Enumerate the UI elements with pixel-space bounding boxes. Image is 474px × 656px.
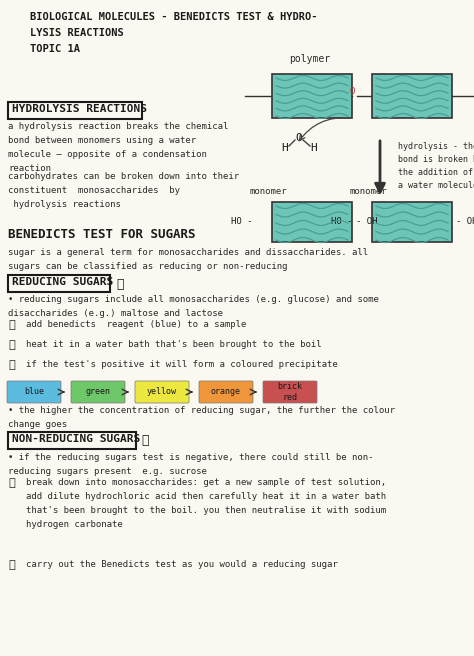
- Text: LYSIS REACTIONS: LYSIS REACTIONS: [30, 28, 124, 38]
- Text: hydrogen carbonate: hydrogen carbonate: [26, 520, 123, 529]
- Text: REDUCING SUGARS: REDUCING SUGARS: [12, 277, 113, 287]
- FancyBboxPatch shape: [71, 381, 125, 403]
- Text: HO -: HO -: [331, 218, 353, 226]
- FancyBboxPatch shape: [372, 202, 452, 242]
- Text: • the higher the concentration of reducing sugar, the further the colour: • the higher the concentration of reduci…: [8, 406, 395, 415]
- Text: • if the reducing sugars test is negative, there could still be non-: • if the reducing sugars test is negativ…: [8, 453, 374, 462]
- Text: ②: ②: [142, 434, 149, 447]
- Text: ①: ①: [8, 478, 15, 488]
- Text: carry out the Benedicts test as you would a reducing sugar: carry out the Benedicts test as you woul…: [26, 560, 338, 569]
- Text: NON-REDUCING SUGARS: NON-REDUCING SUGARS: [12, 434, 140, 444]
- Text: add dilute hydrochloric acid then carefully heat it in a water bath: add dilute hydrochloric acid then carefu…: [26, 492, 386, 501]
- FancyBboxPatch shape: [272, 202, 352, 242]
- Text: hydrolysis reactions: hydrolysis reactions: [8, 200, 121, 209]
- Text: ②: ②: [8, 560, 15, 570]
- Text: a water molecule: a water molecule: [398, 181, 474, 190]
- Text: ①: ①: [8, 320, 15, 330]
- FancyBboxPatch shape: [135, 381, 189, 403]
- Text: reaction: reaction: [8, 164, 51, 173]
- Text: HYDROLYSIS REACTIONS: HYDROLYSIS REACTIONS: [12, 104, 147, 114]
- Text: HO -: HO -: [231, 218, 253, 226]
- Text: - OH: - OH: [456, 218, 474, 226]
- FancyBboxPatch shape: [372, 74, 452, 118]
- Text: carbohydrates can be broken down into their: carbohydrates can be broken down into th…: [8, 172, 239, 181]
- Text: brick
red: brick red: [277, 382, 302, 401]
- FancyBboxPatch shape: [8, 432, 136, 449]
- Text: add benedicts  reagent (blue) to a sample: add benedicts reagent (blue) to a sample: [26, 320, 246, 329]
- Text: - OH: - OH: [356, 218, 377, 226]
- Text: yellow: yellow: [147, 388, 177, 396]
- Text: bond between monomers using a water: bond between monomers using a water: [8, 136, 196, 145]
- FancyBboxPatch shape: [8, 102, 142, 119]
- Text: if the test's positive it will form a coloured precipitate: if the test's positive it will form a co…: [26, 360, 338, 369]
- Text: orange: orange: [211, 388, 241, 396]
- Text: O: O: [349, 87, 355, 96]
- Text: hydrolysis - the: hydrolysis - the: [398, 142, 474, 151]
- FancyBboxPatch shape: [8, 275, 110, 292]
- Text: molecule — opposite of a condensation: molecule — opposite of a condensation: [8, 150, 207, 159]
- Text: reducing sugars present  e.g. sucrose: reducing sugars present e.g. sucrose: [8, 467, 207, 476]
- Text: change goes: change goes: [8, 420, 67, 429]
- Text: BENEDICTS TEST FOR SUGARS: BENEDICTS TEST FOR SUGARS: [8, 228, 195, 241]
- FancyBboxPatch shape: [199, 381, 253, 403]
- FancyBboxPatch shape: [7, 381, 61, 403]
- Text: the addition of: the addition of: [398, 168, 473, 177]
- Text: heat it in a water bath that's been brought to the boil: heat it in a water bath that's been brou…: [26, 340, 322, 349]
- Text: O: O: [296, 133, 302, 143]
- Text: ③: ③: [8, 360, 15, 370]
- Text: H: H: [282, 143, 288, 153]
- Text: TOPIC 1A: TOPIC 1A: [30, 44, 80, 54]
- Text: sugar is a general term for monosaccharides and dissaccharides. all: sugar is a general term for monosacchari…: [8, 248, 368, 257]
- Text: sugars can be classified as reducing or non-reducing: sugars can be classified as reducing or …: [8, 262, 288, 271]
- Text: a hydrolysis reaction breaks the chemical: a hydrolysis reaction breaks the chemica…: [8, 122, 228, 131]
- Text: blue: blue: [24, 388, 44, 396]
- Text: ①: ①: [117, 277, 124, 291]
- Text: BIOLOGICAL MOLECULES - BENEDICTS TEST & HYDRO-: BIOLOGICAL MOLECULES - BENEDICTS TEST & …: [30, 12, 318, 22]
- Text: • reducing sugars include all monosaccharides (e.g. glucose) and some: • reducing sugars include all monosaccha…: [8, 295, 379, 304]
- Text: ②: ②: [8, 340, 15, 350]
- FancyBboxPatch shape: [272, 74, 352, 118]
- Text: green: green: [85, 388, 110, 396]
- Text: disaccharides (e.g.) maltose and lactose: disaccharides (e.g.) maltose and lactose: [8, 309, 223, 318]
- Text: monomer: monomer: [250, 187, 288, 196]
- Text: polymer: polymer: [290, 54, 330, 64]
- Text: break down into monosaccharides: get a new sample of test solution,: break down into monosaccharides: get a n…: [26, 478, 386, 487]
- Text: H: H: [310, 143, 318, 153]
- Text: that's been brought to the boil. you then neutralise it with sodium: that's been brought to the boil. you the…: [26, 506, 386, 515]
- Text: bond is broken by: bond is broken by: [398, 155, 474, 164]
- FancyBboxPatch shape: [263, 381, 317, 403]
- Text: monomer: monomer: [350, 187, 388, 196]
- Text: constituent  monosaccharides  by: constituent monosaccharides by: [8, 186, 180, 195]
